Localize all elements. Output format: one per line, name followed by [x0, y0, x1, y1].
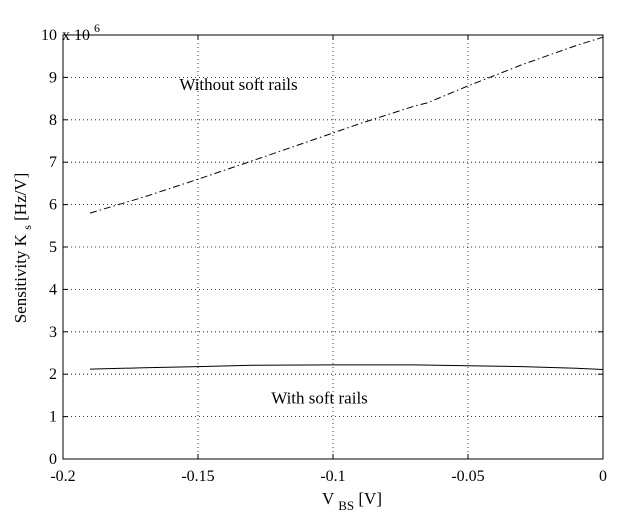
series-layer [89, 36, 604, 370]
x-axis-label-sub: BS [338, 498, 354, 513]
y-tick-label: 3 [49, 324, 57, 341]
x-tick-label: -0.1 [320, 468, 345, 485]
x-tick-label: -0.15 [181, 468, 214, 485]
y-tick-label: 0 [49, 451, 57, 468]
y-axis-label: Sensitivity K s [Hz/V] [11, 173, 35, 324]
y-multiplier-exp: 6 [94, 21, 100, 35]
x-axis-label: V BS [V] [322, 489, 382, 514]
x-tick-label: -0.2 [50, 468, 75, 485]
y-tick-label: 1 [49, 409, 57, 426]
y-axis-label-main: Sensitivity K [11, 233, 30, 323]
y-tick-label: 7 [49, 154, 57, 171]
series-line-without-soft-rails [89, 36, 604, 214]
y-multiplier: x 10 6 [62, 21, 100, 44]
y-tick-label: 2 [49, 366, 57, 383]
annotation-with-soft-rails: With soft rails [271, 389, 368, 408]
y-axis-label-sub: s [20, 225, 34, 230]
y-tick-labels: 0 1 2 3 4 5 6 7 8 9 10 [41, 27, 57, 468]
axis-ticks [62, 34, 604, 460]
x-axis-label-unit: [V] [358, 489, 382, 508]
y-tick-label: 5 [49, 239, 57, 256]
y-tick-label: 4 [49, 281, 57, 298]
x-tick-label: 0 [599, 468, 607, 485]
series-line-with-soft-rails [89, 364, 604, 370]
x-tick-label: -0.05 [451, 468, 484, 485]
y-tick-label: 8 [49, 112, 57, 129]
x-axis-label-main: V [322, 489, 335, 508]
grid [63, 35, 603, 459]
annotation-without-soft-rails: Without soft rails [179, 75, 297, 94]
y-axis-label-unit: [Hz/V] [11, 173, 30, 221]
y-multiplier-base: x 10 [62, 27, 90, 44]
y-tick-label: 9 [49, 69, 57, 86]
y-tick-label: 6 [49, 197, 57, 214]
x-tick-labels: -0.2 -0.15 -0.1 -0.05 0 [50, 468, 607, 485]
y-tick-label: 10 [41, 27, 57, 44]
